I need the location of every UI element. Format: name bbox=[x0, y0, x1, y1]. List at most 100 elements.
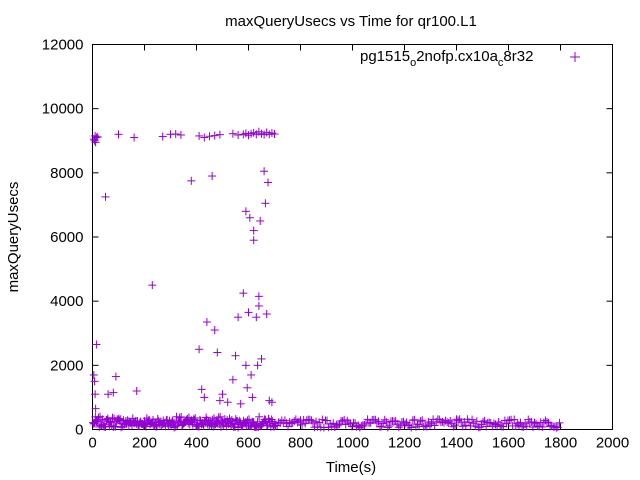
data-point bbox=[248, 418, 257, 427]
data-point bbox=[93, 132, 102, 141]
legend-subscript-2: c bbox=[498, 57, 504, 69]
data-point bbox=[106, 418, 115, 427]
data-point bbox=[175, 413, 184, 422]
data-point bbox=[195, 345, 204, 354]
x-tick-label: 1400 bbox=[440, 435, 473, 452]
x-tick-label: 800 bbox=[288, 435, 313, 452]
data-point bbox=[101, 422, 110, 431]
data-point bbox=[90, 377, 99, 386]
data-point bbox=[234, 313, 243, 322]
data-point bbox=[408, 416, 417, 425]
data-point bbox=[171, 422, 180, 431]
data-point bbox=[241, 207, 250, 216]
data-point bbox=[479, 417, 488, 426]
data-point bbox=[333, 421, 342, 430]
data-point bbox=[191, 413, 200, 422]
data-point bbox=[472, 417, 481, 426]
data-point bbox=[244, 308, 253, 317]
data-point bbox=[252, 313, 261, 322]
data-point bbox=[262, 310, 271, 318]
data-point bbox=[91, 390, 100, 399]
data-point bbox=[360, 421, 369, 430]
data-point bbox=[197, 385, 206, 394]
data-point bbox=[425, 420, 434, 429]
data-point bbox=[98, 415, 107, 424]
data-point bbox=[468, 415, 477, 424]
data-point bbox=[383, 423, 392, 432]
data-point bbox=[213, 348, 222, 357]
data-point bbox=[243, 383, 252, 392]
data-point bbox=[243, 416, 252, 425]
x-tick-label: 1000 bbox=[336, 435, 369, 452]
data-point bbox=[260, 167, 269, 176]
data-point bbox=[91, 138, 100, 147]
data-point bbox=[416, 417, 425, 426]
data-point bbox=[418, 416, 427, 425]
legend-label: pg1515o2nofp.cx10ac8r32 bbox=[360, 48, 533, 69]
data-point bbox=[114, 130, 123, 139]
data-point bbox=[176, 130, 185, 139]
y-tick-label: 12000 bbox=[42, 37, 84, 54]
data-point bbox=[215, 396, 224, 405]
x-axis-label: Time(s) bbox=[326, 459, 376, 476]
data-point bbox=[228, 129, 237, 138]
data-point bbox=[394, 423, 403, 432]
legend-marker bbox=[570, 52, 580, 62]
data-point bbox=[261, 199, 270, 208]
data-point bbox=[215, 130, 224, 139]
data-point bbox=[111, 422, 120, 431]
data-point bbox=[91, 404, 100, 413]
data-point bbox=[254, 301, 263, 310]
data-point bbox=[385, 421, 394, 430]
legend-part-3: 8r32 bbox=[503, 48, 533, 65]
x-tick-label: 1200 bbox=[388, 435, 421, 452]
data-point bbox=[177, 412, 186, 421]
data-point bbox=[249, 226, 258, 235]
data-point bbox=[92, 133, 101, 142]
y-axis-ticks: 0 2000 4000 6000 8000 10000 12000 bbox=[42, 37, 613, 439]
data-point bbox=[510, 415, 519, 424]
y-axis-label: maxQueryUsecs bbox=[5, 182, 22, 293]
legend-part-2: 2nofp.cx10a bbox=[416, 48, 498, 65]
y-tick-label: 8000 bbox=[50, 165, 83, 182]
data-point bbox=[189, 415, 198, 424]
data-point bbox=[108, 413, 117, 422]
data-point bbox=[109, 388, 118, 397]
data-point bbox=[267, 398, 276, 407]
data-point bbox=[391, 416, 400, 425]
y-tick-label: 2000 bbox=[50, 357, 83, 374]
data-point bbox=[94, 413, 103, 422]
data-point bbox=[101, 192, 110, 201]
data-point bbox=[516, 418, 525, 427]
data-point bbox=[171, 130, 180, 139]
data-point bbox=[89, 370, 98, 379]
data-point bbox=[248, 393, 257, 402]
data-point bbox=[202, 318, 211, 327]
data-point bbox=[216, 412, 225, 421]
data-point bbox=[267, 415, 276, 424]
chart-title: maxQueryUsecs vs Time for qr100.L1 bbox=[225, 13, 477, 30]
data-point bbox=[195, 131, 204, 140]
data-point bbox=[264, 178, 272, 187]
data-point bbox=[200, 133, 209, 142]
data-point bbox=[407, 423, 416, 432]
data-point bbox=[538, 423, 547, 432]
data-point bbox=[553, 423, 562, 432]
data-point bbox=[415, 420, 424, 429]
data-point bbox=[430, 421, 439, 430]
x-tick-label: 1600 bbox=[492, 435, 525, 452]
data-point bbox=[241, 361, 250, 370]
y-tick-label: 4000 bbox=[50, 293, 83, 310]
data-point bbox=[374, 417, 383, 426]
data-point bbox=[200, 393, 209, 402]
x-tick-label: 0 bbox=[88, 435, 96, 452]
data-point bbox=[210, 326, 219, 335]
data-point bbox=[231, 351, 240, 360]
data-point bbox=[158, 132, 167, 141]
scatter-series bbox=[89, 127, 564, 432]
data-point bbox=[210, 131, 219, 140]
data-point bbox=[522, 422, 531, 431]
data-point bbox=[505, 416, 514, 425]
data-point bbox=[187, 176, 196, 185]
